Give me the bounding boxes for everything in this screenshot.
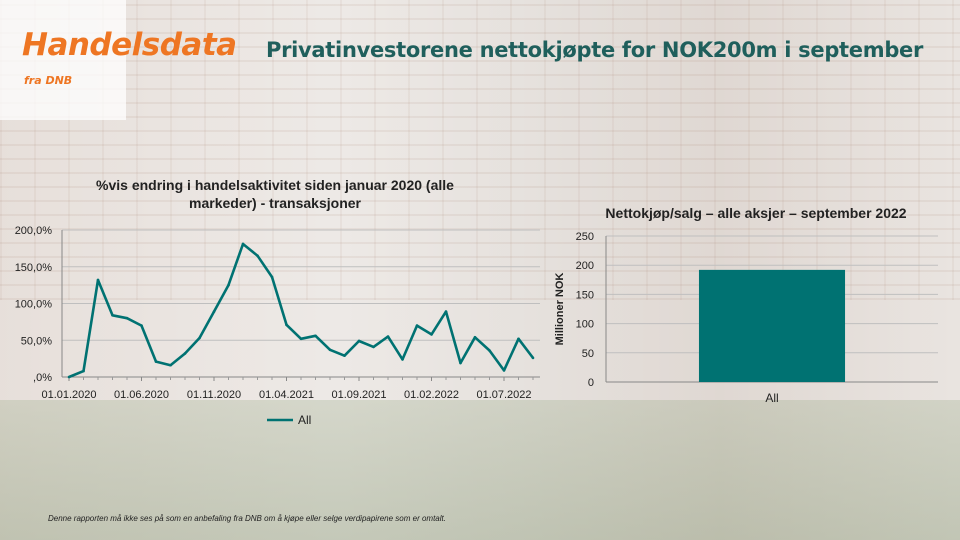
data-point — [125, 316, 129, 320]
y-axis-label: Millioner NOK — [554, 273, 566, 346]
y-tick-label: 150,0% — [15, 262, 53, 274]
brick-wall — [0, 0, 960, 300]
y-tick-label: 150 — [576, 289, 594, 301]
page-title: Privatinvestorene nettokjøpte for NOK200… — [266, 38, 924, 62]
data-point — [256, 254, 259, 258]
data-point — [517, 337, 520, 341]
data-point — [241, 242, 245, 246]
y-tick-label: 100,0% — [15, 299, 53, 311]
logo-panel — [0, 0, 126, 120]
x-tick-label: 01.06.2020 — [114, 389, 169, 401]
data-point — [96, 278, 100, 282]
data-point — [531, 356, 535, 360]
data-point — [488, 349, 491, 352]
y-tick-label: 50 — [582, 348, 594, 360]
y-tick-label: 100 — [576, 319, 594, 331]
data-point — [169, 363, 172, 367]
y-tick-label: 200 — [576, 260, 594, 272]
grass — [0, 400, 960, 540]
data-point — [299, 337, 303, 341]
x-tick-label: 01.09.2021 — [331, 389, 386, 401]
bar-all — [698, 269, 846, 382]
y-tick-label: 50,0% — [21, 335, 52, 347]
data-point — [285, 323, 288, 327]
data-point — [198, 336, 201, 340]
data-point — [328, 348, 332, 352]
y-tick-label: 200,0% — [15, 225, 53, 237]
disclaimer: Denne rapporten må ikke ses på som en an… — [48, 514, 446, 523]
x-tick-label: 01.04.2021 — [259, 389, 314, 401]
data-point — [314, 334, 317, 338]
y-tick-label: 0 — [588, 377, 594, 389]
x-category-label: All — [765, 391, 778, 405]
data-point — [459, 361, 462, 365]
data-point — [430, 333, 433, 336]
x-tick-label: 01.07.2022 — [476, 389, 531, 401]
data-point — [270, 275, 274, 279]
data-point — [401, 358, 404, 361]
data-point — [212, 310, 216, 313]
data-point — [227, 283, 230, 287]
brand-logo: Handelsdata — [22, 27, 237, 63]
data-point — [444, 310, 448, 313]
data-point — [343, 354, 346, 357]
bar-chart-title: Nettokjøp/salg – alle aksjer – september… — [605, 205, 907, 221]
y-tick-label: ,0% — [33, 372, 52, 384]
data-point — [415, 324, 419, 327]
data-point — [372, 345, 375, 349]
brand-sub: fra DNB — [24, 74, 73, 87]
data-point — [111, 313, 114, 317]
data-point — [67, 375, 71, 379]
data-point — [140, 324, 143, 327]
data-point — [473, 336, 477, 339]
data-point — [502, 369, 506, 372]
y-tick-label: 250 — [576, 231, 594, 243]
line-chart-title: %vis endring i handelsaktivitet siden ja… — [96, 177, 454, 211]
data-point — [82, 369, 85, 373]
x-tick-label: 01.02.2022 — [404, 389, 459, 401]
x-tick-label: 01.01.2020 — [41, 389, 96, 401]
data-point — [183, 352, 187, 355]
data-point — [154, 360, 158, 363]
legend-label: All — [298, 413, 311, 427]
x-tick-label: 01.11.2020 — [187, 389, 241, 401]
data-point — [357, 339, 361, 343]
data-point — [386, 335, 390, 338]
